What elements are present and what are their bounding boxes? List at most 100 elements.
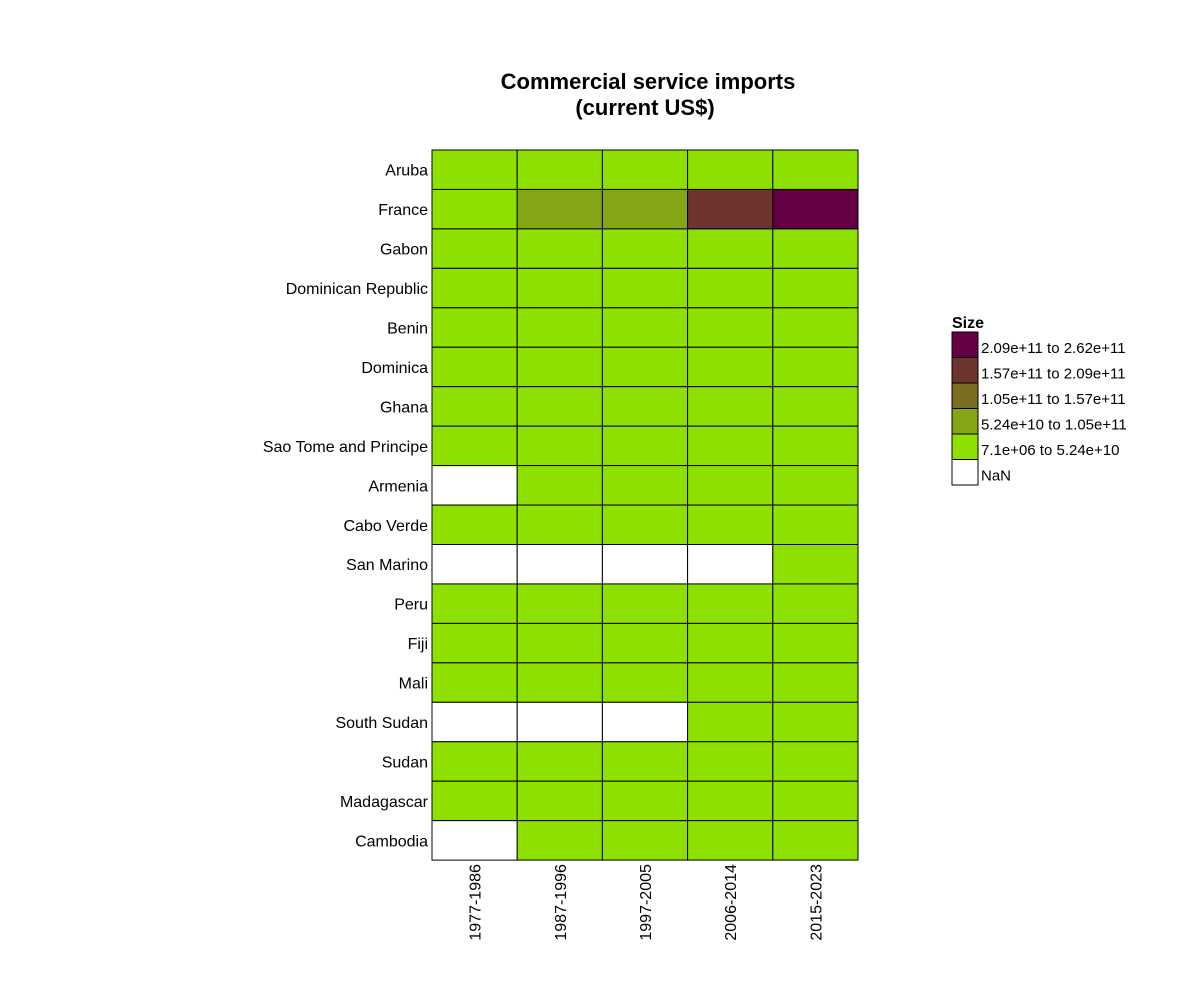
heatmap-cell-south-sudan-2015-2023: [772, 701, 859, 743]
heatmap-cell-gabon-2006-2014: [687, 228, 774, 269]
y-axis-labels: Aruba France Gabon Dominican Republic Benin D…: [263, 163, 429, 851]
legend-label-3: 1.05e+11 to 1.57e+11: [981, 391, 1126, 408]
heatmap-cell-ghana-1997-2005: [601, 386, 689, 427]
heatmap-cell-cambodia-2015-2023: [772, 820, 859, 861]
heatmap-cell-gabon-2015-2023: [772, 228, 859, 269]
heatmap-cell-dominica-1977-1986: [431, 346, 518, 388]
heatmap-cell-france-2015-2023: [772, 188, 859, 230]
heatmap-cell-cabo-verde-1997-2005: [601, 504, 689, 545]
legend-label-5: 7.1e+06 to 5.24e+10: [981, 442, 1119, 459]
heatmap-cell-fiji-1987-1996: [516, 622, 603, 664]
legend-swatch-4: [951, 408, 979, 435]
heatmap-cell-armenia-1977-1986: [431, 465, 518, 506]
legend-swatch-5: [951, 433, 979, 460]
heatmap-cell-mali-1997-2005: [601, 662, 689, 703]
heatmap-cell-dominican-republic-1997-2005: [601, 267, 689, 309]
y-tick-label: Sudan: [382, 754, 428, 771]
y-tick-label: Aruba: [385, 163, 428, 180]
y-tick-label: Mali: [399, 676, 428, 693]
heatmap-cell-ghana-1987-1996: [516, 386, 603, 427]
legend-swatch-3: [951, 382, 979, 409]
x-tick-label: 2006-2014: [723, 864, 740, 941]
heatmap-cell-dominican-republic-1977-1986: [431, 267, 518, 309]
heatmap-cell-aruba-1977-1986: [431, 149, 518, 190]
heatmap-cell-armenia-1987-1996: [516, 465, 603, 506]
heatmap-cell-ghana-2006-2014: [687, 386, 774, 427]
y-tick-label: Ghana: [380, 399, 428, 416]
heatmap-cell-france-1997-2005: [601, 188, 689, 230]
heatmap-cell-benin-2006-2014: [687, 307, 774, 348]
heatmap-cell-benin-1977-1986: [431, 307, 518, 348]
heatmap-cell-dominica-1987-1996: [516, 346, 603, 388]
heatmap-cell-sudan-2006-2014: [687, 741, 774, 782]
heatmap-cell-aruba-1987-1996: [516, 149, 603, 190]
heatmap-cell-sudan-2015-2023: [772, 741, 859, 782]
heatmap-cell-armenia-2015-2023: [772, 465, 859, 506]
x-tick-label: 1977-1986: [468, 864, 485, 941]
heatmap-cell-sao-tome-and-principe-2006-2014: [687, 425, 774, 467]
heatmap-cell-sudan-1987-1996: [516, 741, 603, 782]
y-tick-label: Dominica: [361, 360, 428, 377]
heatmap-cell-gabon-1977-1986: [431, 228, 518, 269]
heatmap-cell-san-marino-1987-1996: [516, 544, 603, 585]
y-tick-label: South Sudan: [335, 715, 428, 732]
heatmap-cell-madagascar-2015-2023: [772, 780, 859, 822]
heatmap-cell-madagascar-1997-2005: [601, 780, 689, 822]
heatmap-cell-dominican-republic-2015-2023: [772, 267, 859, 309]
legend-title: Size: [952, 315, 984, 332]
heatmap-cell-peru-1997-2005: [601, 583, 689, 624]
heatmap-cell-peru-1977-1986: [431, 583, 518, 624]
heatmap-cell-armenia-2006-2014: [687, 465, 774, 506]
heatmap-cell-cabo-verde-2015-2023: [772, 504, 859, 545]
heatmap-cell-mali-2006-2014: [687, 662, 774, 703]
heatmap-cell-cabo-verde-1987-1996: [516, 504, 603, 545]
heatmap-cell-san-marino-2015-2023: [772, 544, 859, 585]
heatmap-cell-cabo-verde-1977-1986: [431, 504, 518, 545]
y-tick-label: Cambodia: [355, 833, 428, 850]
legend-label-1: 2.09e+11 to 2.62e+11: [981, 340, 1126, 357]
x-tick-label: 1987-1996: [553, 864, 570, 941]
heatmap-cell-sudan-1977-1986: [431, 741, 518, 782]
y-tick-label: Benin: [387, 321, 428, 338]
y-tick-label: Gabon: [380, 242, 428, 259]
y-tick-label: San Marino: [346, 557, 428, 574]
heatmap-cell-sao-tome-and-principe-1977-1986: [431, 425, 518, 467]
y-tick-label: Peru: [394, 597, 428, 614]
heatmap-cell-madagascar-1987-1996: [516, 780, 603, 822]
heatmap-cell-sao-tome-and-principe-2015-2023: [772, 425, 859, 467]
legend-swatch-2: [951, 357, 979, 384]
chart-title-line-2: (current US$): [575, 95, 714, 120]
x-tick-label: 2015-2023: [808, 864, 825, 941]
heatmap-cell-france-2006-2014: [687, 188, 774, 230]
heatmap-cell-san-marino-2006-2014: [687, 544, 774, 585]
heatmap-cell-dominica-2006-2014: [687, 346, 774, 388]
heatmap-cell-fiji-2006-2014: [687, 622, 774, 664]
heatmap-cell-sao-tome-and-principe-1997-2005: [601, 425, 689, 467]
heatmap-cell-madagascar-1977-1986: [431, 780, 518, 822]
heatmap-cell-south-sudan-2006-2014: [687, 701, 774, 743]
heatmap-cell-dominica-1997-2005: [601, 346, 689, 388]
x-axis-labels: 1977-1986 1987-1996 1997-2005 2006-2014 2015…: [468, 864, 826, 941]
heatmap-cell-cambodia-2006-2014: [687, 820, 774, 861]
heatmap-cells: [431, 149, 859, 861]
heatmap-cell-ghana-2015-2023: [772, 386, 859, 427]
y-tick-label: Sao Tome and Principe: [263, 439, 428, 456]
heatmap-cell-fiji-1977-1986: [431, 622, 518, 664]
heatmap-cell-dominican-republic-1987-1996: [516, 267, 603, 309]
heatmap-cell-gabon-1997-2005: [601, 228, 689, 269]
heatmap-cell-benin-2015-2023: [772, 307, 859, 348]
heatmap-cell-armenia-1997-2005: [601, 465, 689, 506]
heatmap-cell-ghana-1977-1986: [431, 386, 518, 427]
legend: Size 2.09e+11 to 2.62e+11 1.57e+11 to 2.0…: [951, 315, 1127, 486]
heatmap-cell-mali-1987-1996: [516, 662, 603, 703]
legend-swatch-1: [951, 331, 979, 358]
heatmap-cell-peru-2006-2014: [687, 583, 774, 624]
heatmap-cell-fiji-1997-2005: [601, 622, 689, 664]
heatmap-cell-cabo-verde-2006-2014: [687, 504, 774, 545]
legend-swatch-6: [951, 459, 979, 486]
heatmap-cell-sudan-1997-2005: [601, 741, 689, 782]
chart-title-line-1: Commercial service imports: [501, 69, 796, 94]
y-tick-label: Armenia: [368, 478, 428, 495]
heatmap-cell-aruba-2006-2014: [687, 149, 774, 190]
heatmap-cell-sao-tome-and-principe-1987-1996: [516, 425, 603, 467]
